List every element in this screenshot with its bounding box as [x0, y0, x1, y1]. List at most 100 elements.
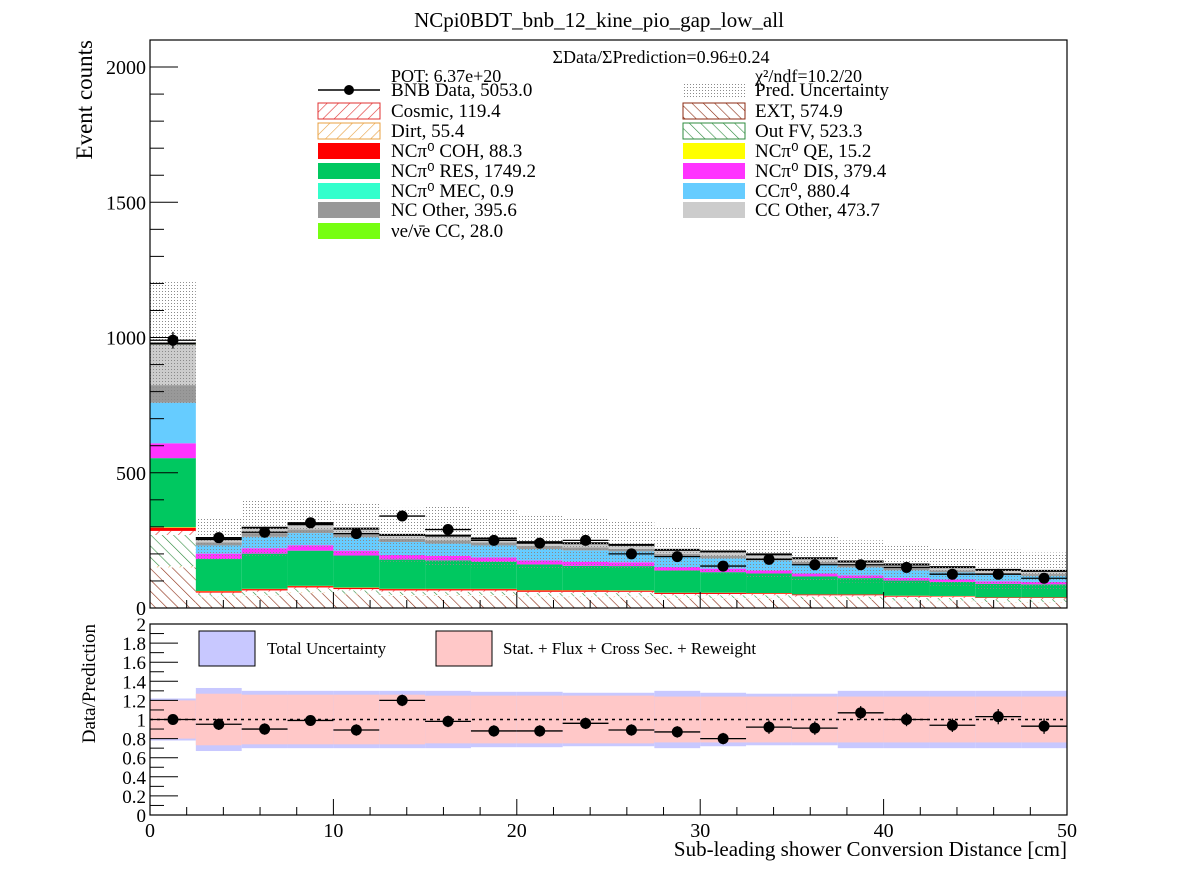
bar-dirt [929, 600, 976, 602]
bar-outfv [791, 596, 838, 600]
bar-res [241, 553, 288, 589]
y-tick-label: 500 [116, 463, 146, 485]
bar-cosmic [241, 590, 288, 592]
data-point [304, 517, 316, 529]
bar-ext [195, 597, 242, 608]
bar-ext [883, 601, 930, 608]
legend-label-cosmic: Cosmic, 119.4 [391, 101, 501, 122]
data-point [671, 551, 683, 563]
data-point [396, 510, 408, 522]
data-point [809, 559, 821, 571]
bar-outfv [608, 593, 655, 597]
bar-outfv [1021, 599, 1067, 603]
ratio-point [304, 714, 316, 726]
ratio-points [150, 694, 1067, 745]
bar-cosmic [470, 590, 517, 592]
bar-ext [333, 594, 380, 608]
bar-res [562, 565, 609, 591]
bar-ext [975, 602, 1022, 608]
legend-label-ccpi0: CCπ⁰, 880.4 [755, 181, 850, 202]
bar-dirt [333, 593, 380, 595]
legend-swatch-res [318, 163, 380, 179]
ratio-plot: 00.20.40.60.811.21.41.61.820 10 20 30 40 50 D… [79, 615, 1077, 861]
bar-coh [470, 589, 517, 591]
ratio-point [901, 714, 913, 725]
total-uncertainty-label: Total Uncertainty [267, 639, 387, 658]
bar-ext [746, 598, 792, 608]
ratio-point [992, 711, 1004, 723]
bar-outfv [975, 599, 1022, 603]
ratio-point [809, 722, 821, 734]
bar-outfv [746, 595, 792, 598]
data-point [534, 537, 546, 549]
legend-swatch-mec [318, 183, 380, 199]
bar-ext [516, 597, 563, 608]
data-point [580, 534, 592, 546]
bar-coh [837, 594, 884, 596]
legend-swatch-unc [683, 82, 745, 98]
ratio-y-tick-label: 0.8 [122, 730, 146, 751]
data-point [167, 334, 179, 346]
bar-outfv [883, 597, 930, 601]
bar-outfv [379, 591, 426, 596]
uncertainty-box [1021, 552, 1067, 590]
ratio-point [580, 717, 592, 729]
bar-cosmic [975, 597, 1022, 600]
ratio-point [350, 724, 362, 736]
bar-coh [975, 597, 1022, 598]
ratio-point [534, 725, 546, 737]
x-axis-label: Sub-leading shower Conversion Distance [… [674, 837, 1067, 861]
bar-outfv [516, 593, 563, 597]
data-point [1038, 572, 1050, 584]
bar-dirt [379, 595, 426, 596]
bar-dirt [1021, 602, 1067, 603]
ratio-point [442, 715, 454, 727]
bar-cosmic [791, 595, 838, 597]
ratio-summary: ΣData/ΣPrediction=0.96±0.24 [553, 47, 770, 67]
bar-coh [654, 592, 701, 594]
bar-outfv [425, 591, 471, 596]
bar-outfv [562, 593, 609, 597]
main-axes: 0 500 1000 1500 2000 [106, 39, 1068, 620]
ratio-y-tick-label: 1.2 [122, 691, 146, 712]
bar-coh [241, 589, 288, 591]
bar-cosmic [425, 590, 471, 592]
y-tick-label: 1000 [106, 328, 146, 350]
bar-ext [241, 595, 288, 608]
ratio-y-tick-label: 0 [137, 806, 147, 827]
legend-label-outfv: Out FV, 523.3 [755, 121, 862, 142]
uncertainty-band [150, 282, 1067, 590]
bar-cosmic [929, 596, 976, 598]
bar-coh [929, 596, 976, 597]
bar-coh [562, 590, 609, 592]
x-tick-label: 40 [874, 820, 894, 842]
bar-dirt [654, 597, 701, 599]
legend-label-dis: NCπ⁰ DIS, 379.4 [755, 161, 887, 182]
bar-cosmic [287, 587, 334, 589]
bar-cosmic [195, 592, 242, 594]
data-point [855, 559, 867, 571]
legend-swatch-qe [683, 143, 745, 159]
legend-label-data: BNB Data, 5053.0 [391, 80, 532, 101]
bar-ext [562, 597, 609, 608]
bar-dirt [150, 566, 196, 568]
bar-coh [287, 586, 334, 588]
bar-outfv [929, 597, 976, 601]
bar-dirt [425, 595, 471, 596]
data-points [150, 331, 1067, 584]
bar-qe [150, 527, 196, 528]
pot-label: POT: 6.37e+20 [391, 66, 501, 86]
bar-cosmic [654, 593, 701, 596]
bar-dirt [195, 596, 242, 598]
bar-coh [195, 591, 242, 593]
bar-cosmic [562, 591, 609, 594]
bar-ext [1021, 602, 1067, 608]
bar-cosmic [333, 589, 380, 591]
legend-swatch-ncother [318, 202, 380, 218]
ratio-legend: Total Uncertainty Stat. + Flux + Cross S… [198, 630, 756, 667]
x-tick-label: 30 [690, 820, 710, 842]
ratio-point [625, 724, 637, 736]
bar-ext [379, 595, 426, 608]
bar-cosmic [837, 595, 884, 597]
chi2-label: χ²/ndf=10.2/20 [754, 66, 862, 86]
